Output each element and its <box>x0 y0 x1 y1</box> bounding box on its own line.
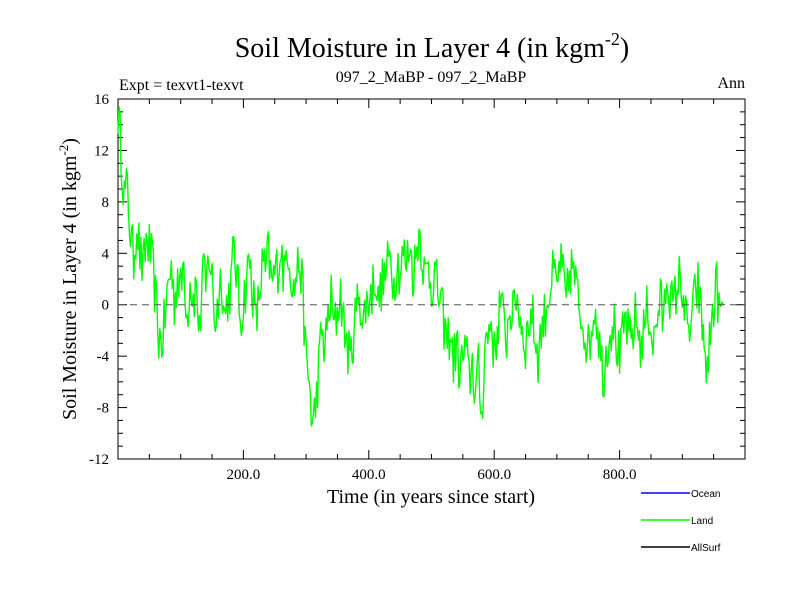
y-axis-ticks <box>118 98 745 460</box>
chart-title: Soil Moisture in Layer 4 (in kgm-2) <box>235 29 630 64</box>
y-tick-label: -4 <box>97 349 110 365</box>
y-tick-label: -8 <box>97 401 110 417</box>
x-tick-label: 800.0 <box>603 467 637 483</box>
season-label: Ann <box>717 75 745 92</box>
x-axis-ticks <box>117 99 746 459</box>
y-tick-label: 12 <box>94 143 109 159</box>
legend-label-allsurf: AllSurf <box>691 543 721 554</box>
x-tick-label: 400.0 <box>352 467 386 483</box>
x-axis-label: Time (in years since start) <box>327 486 535 508</box>
y-tick-label: 4 <box>102 246 110 262</box>
y-tick-label: 0 <box>102 298 110 314</box>
legend-label-land: Land <box>691 516 713 527</box>
y-tick-label: 16 <box>94 92 110 108</box>
x-tick-label: 600.0 <box>477 467 511 483</box>
x-tick-label: 200.0 <box>227 467 261 483</box>
legend: Ocean Land AllSurf <box>641 489 721 554</box>
series-line-land <box>117 105 724 427</box>
y-axis-label: Soil Moisture in Layer 4 (in kgm-2) <box>56 138 81 420</box>
period-label: 097_2_MaBP - 097_2_MaBP <box>336 69 527 86</box>
y-tick-label: 8 <box>102 195 110 211</box>
y-axis-tick-labels: -12 -8 -4 0 4 8 12 16 <box>89 92 110 468</box>
experiment-label: Expt = texvt1-texvt <box>119 77 244 94</box>
legend-label-ocean: Ocean <box>691 489 720 500</box>
x-axis-tick-labels: 200.0 400.0 600.0 800.0 <box>227 467 637 483</box>
y-tick-label: -12 <box>89 452 109 468</box>
